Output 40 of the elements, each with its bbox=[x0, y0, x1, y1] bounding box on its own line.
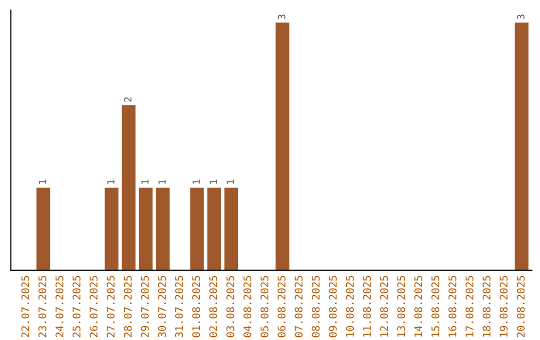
x-tick-label: 23.07.2025 bbox=[38, 276, 46, 338]
data-label: 1 bbox=[226, 180, 234, 184]
x-tick-label: 13.08.2025 bbox=[397, 276, 406, 337]
x-tick-label: 24.07.2025 bbox=[56, 276, 64, 338]
x-tick-label: 04.08.2025 bbox=[243, 276, 252, 338]
x-tick-label: 27.07.2025 bbox=[106, 276, 115, 338]
data-label: 1 bbox=[192, 180, 200, 184]
x-tick-label: 31.07.2025 bbox=[175, 276, 183, 338]
x-tick-label: 14.08.2025 bbox=[414, 276, 422, 337]
x-tick-label: 30.07.2025 bbox=[158, 276, 166, 338]
data-label: 1 bbox=[38, 180, 46, 184]
x-tick-label: 06.08.2025 bbox=[278, 276, 286, 338]
data-label: 2 bbox=[124, 97, 132, 102]
x-tick-label: 11.08.2025 bbox=[363, 276, 371, 337]
x-tick-label: 12.08.2025 bbox=[380, 276, 388, 337]
x-tick-label: 07.08.2025 bbox=[294, 276, 303, 338]
data-label: 1 bbox=[158, 180, 166, 184]
x-tick-label: 02.08.2025 bbox=[209, 276, 218, 338]
x-tick-label: 26.07.2025 bbox=[90, 276, 98, 338]
data-label: 1 bbox=[107, 180, 114, 184]
x-tick-label: 25.07.2025 bbox=[72, 276, 80, 338]
x-tick-label: 19.08.2025 bbox=[500, 276, 508, 337]
x-tick-label: 09.08.2025 bbox=[328, 276, 337, 338]
x-tick-label: 01.08.2025 bbox=[192, 276, 200, 338]
x-tick-label: 08.08.2025 bbox=[312, 276, 320, 338]
data-label: 3 bbox=[278, 14, 286, 20]
x-tick-label: 28.07.2025 bbox=[124, 276, 132, 338]
x-tick-label: 18.08.2025 bbox=[482, 276, 491, 337]
x-tick-label: 16.08.2025 bbox=[448, 276, 456, 337]
x-tick-label: 10.08.2025 bbox=[346, 276, 354, 337]
x-tick-label: 29.07.2025 bbox=[140, 276, 149, 338]
x-tick-label: 20.08.2025 bbox=[516, 276, 525, 338]
data-label: 1 bbox=[141, 180, 148, 184]
x-tick-label: 05.08.2025 bbox=[260, 276, 268, 338]
x-tick-label: 17.08.2025 bbox=[466, 276, 474, 337]
data-label: 1 bbox=[210, 180, 217, 184]
x-tick-label: 22.07.2025 bbox=[21, 276, 30, 338]
x-tick-label: 03.08.2025 bbox=[226, 276, 234, 338]
data-label: 3 bbox=[517, 14, 524, 20]
x-tick-label: 15.08.2025 bbox=[431, 276, 440, 337]
